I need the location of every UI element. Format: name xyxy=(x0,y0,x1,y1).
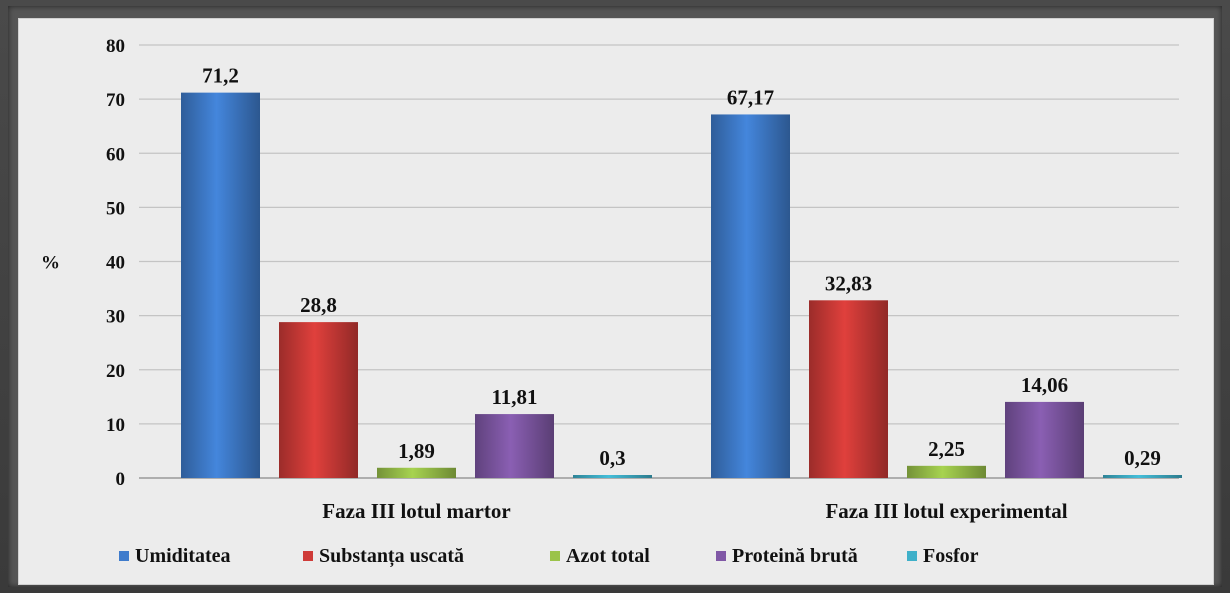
data-label: 11,81 xyxy=(491,385,537,409)
legend: Umiditatea Substanța uscată Azot total Prot… xyxy=(119,545,979,568)
y-tick-label: 70 xyxy=(106,90,125,111)
data-label: 0,29 xyxy=(1124,446,1161,470)
y-tick-label: 10 xyxy=(106,415,125,436)
legend-label: Umiditatea xyxy=(135,545,231,567)
legend-swatch xyxy=(550,551,560,561)
x-category-label: Faza III lotul martor xyxy=(322,499,510,523)
bar-1-4 xyxy=(475,414,554,478)
y-tick-label: 40 xyxy=(106,253,125,274)
bar-chart: 0 10 20 30 40 50 60 70 80 % 71,2 28,8 1,89 11,81 0,3… xyxy=(41,36,1182,568)
x-category-label: Faza III lotul experimental xyxy=(825,499,1067,523)
y-tick-label: 0 xyxy=(116,469,126,490)
y-axis-title: % xyxy=(41,253,60,274)
legend-swatch xyxy=(716,551,726,561)
y-tick-label: 80 xyxy=(106,36,125,57)
data-labels: 71,2 28,8 1,89 11,81 0,3 67,17 32,83 2,25 14,06 0… xyxy=(202,64,1161,470)
bar-1-3 xyxy=(377,467,456,478)
chart-panel: 0 10 20 30 40 50 60 70 80 % 71,2 28,8 1,89 11,81 0,3… xyxy=(18,18,1214,585)
y-tick-label: 60 xyxy=(106,144,125,165)
legend-label: Substanța uscată xyxy=(319,545,464,568)
legend-swatch xyxy=(119,551,129,561)
bars xyxy=(181,92,1182,478)
x-axis-categories: Faza III lotul martor Faza III lotul expe… xyxy=(322,499,1067,523)
data-label: 2,25 xyxy=(928,437,965,461)
y-tick-label: 20 xyxy=(106,361,125,382)
bar-2-3 xyxy=(907,465,986,478)
legend-swatch xyxy=(907,551,917,561)
y-axis-ticks: 0 10 20 30 40 50 60 70 80 xyxy=(106,36,125,490)
y-tick-label: 50 xyxy=(106,198,125,219)
bar-2-1 xyxy=(711,114,790,478)
y-tick-label: 30 xyxy=(106,307,125,328)
bar-1-1 xyxy=(181,92,260,478)
data-label: 28,8 xyxy=(300,293,337,317)
bar-1-2 xyxy=(279,322,358,478)
data-label: 1,89 xyxy=(398,439,435,463)
bar-2-5 xyxy=(1103,475,1182,478)
legend-label: Fosfor xyxy=(923,545,979,567)
legend-label: Proteină brută xyxy=(732,545,858,567)
legend-swatch xyxy=(303,551,313,561)
data-label: 0,3 xyxy=(599,446,625,470)
data-label: 32,83 xyxy=(825,271,872,295)
data-label: 71,2 xyxy=(202,64,239,88)
bar-1-5 xyxy=(573,475,652,478)
bar-2-4 xyxy=(1005,401,1084,478)
data-label: 67,17 xyxy=(727,85,774,109)
data-label: 14,06 xyxy=(1021,373,1068,397)
legend-label: Azot total xyxy=(566,545,650,567)
bar-2-2 xyxy=(809,300,888,478)
